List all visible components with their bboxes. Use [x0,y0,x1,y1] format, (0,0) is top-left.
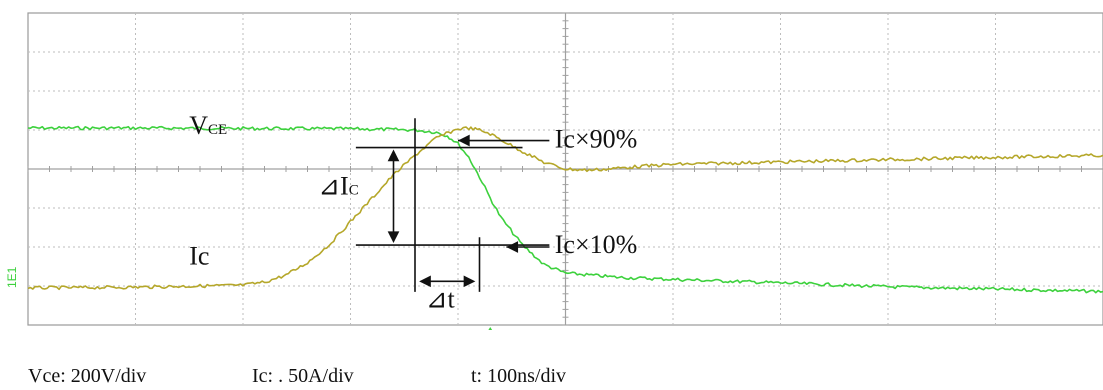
ic10-label: Ic×10% [555,230,638,259]
trigger-marker [488,327,493,330]
chart-markers: 1E1 [5,266,493,330]
vce-label: VCE [189,111,227,140]
ic-scale-label: Ic: . 50A/div [252,365,354,387]
dt-arrow-head-right [463,275,476,288]
ic10-pointer-head [506,241,519,253]
vce-scale-label: Vce: 200V/div [28,365,147,387]
ic-label: Ic [189,242,209,271]
scale-footer: Vce: 200V/div Ic: . 50A/div t: 100ns/div [0,362,1103,390]
dic-arrow-head-down [387,231,400,244]
chart-traces [27,125,1103,294]
delta-t-label: ⊿t [426,284,456,313]
delta-ic-label: ⊿IC [318,171,358,200]
series-line-vce [27,125,1103,294]
channel-marker: 1E1 [5,266,19,288]
ic90-pointer-head [458,134,470,147]
time-scale-label: t: 100ns/div [471,365,567,387]
series-line-ic [27,126,1103,291]
ic90-label: Ic×90% [555,125,638,154]
dic-arrow-head-up [387,149,400,162]
oscilloscope-chart: 1E1 VCE Ic ⊿IC ⊿t Ic×90% Ic×10% [5,12,1103,330]
dt-arrow-head-left [419,275,431,288]
